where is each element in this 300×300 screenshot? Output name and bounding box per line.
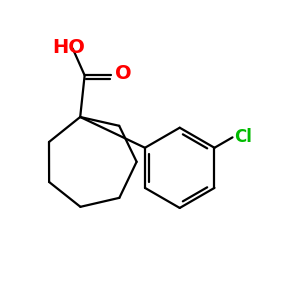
Text: O: O (115, 64, 132, 83)
Text: HO: HO (52, 38, 85, 57)
Text: Cl: Cl (234, 128, 252, 146)
